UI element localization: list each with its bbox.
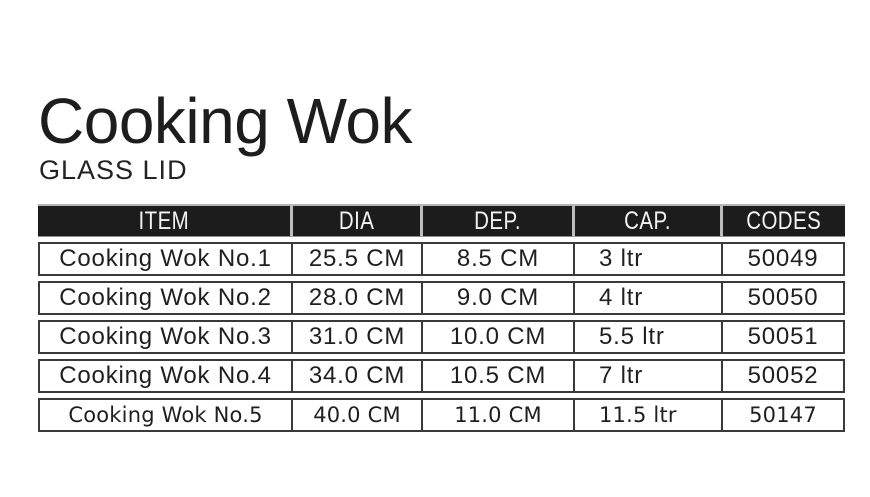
cell-item: Cooking Wok No.2	[38, 281, 293, 316]
cell-code: 50051	[723, 320, 845, 355]
spec-sheet-page: Cooking Wok GLASS LID ITEM DIA DEP. CAP.…	[38, 85, 845, 437]
column-header-cap: CAP.	[575, 204, 723, 238]
column-header-dia-label: DIA	[338, 206, 375, 235]
cell-item: Cooking Wok No.3	[38, 320, 293, 355]
cell-dep: 10.5 CM	[423, 359, 575, 394]
cell-code: 50052	[723, 359, 845, 394]
cell-dia: 40.0 CM	[293, 398, 423, 433]
cell-dep: 8.5 CM	[423, 242, 575, 277]
page-subtitle: GLASS LID	[39, 155, 188, 186]
column-header-item: ITEM	[38, 204, 293, 238]
cell-dia: 25.5 CM	[293, 242, 423, 277]
column-header-codes-label: CODES	[746, 206, 822, 235]
table-header: ITEM DIA DEP. CAP. CODES	[38, 204, 845, 238]
page-title: Cooking Wok	[38, 85, 412, 157]
cell-dia: 31.0 CM	[293, 320, 423, 355]
table-row-wok-3: Cooking Wok No.3 31.0 CM 10.0 CM 5.5 ltr…	[38, 320, 845, 355]
cell-dep: 9.0 CM	[423, 281, 575, 316]
table-row-wok-1: Cooking Wok No.1 25.5 CM 8.5 CM 3 ltr 50…	[38, 242, 845, 277]
column-header-codes: CODES	[723, 204, 845, 238]
cell-cap: 4 ltr	[575, 281, 723, 316]
cell-cap: 5.5 ltr	[575, 320, 723, 355]
column-header-dep: DEP.	[423, 204, 575, 238]
cell-item: Cooking Wok No.5	[38, 398, 293, 433]
table-row-wok-2: Cooking Wok No.2 28.0 CM 9.0 CM 4 ltr 50…	[38, 281, 845, 316]
cell-code: 50049	[723, 242, 845, 277]
cell-cap: 7 ltr	[575, 359, 723, 394]
cell-cap: 11.5 ltr	[575, 398, 723, 433]
column-header-dep-label: DEP.	[474, 206, 521, 235]
column-header-item-label: ITEM	[138, 206, 190, 235]
table-row-wok-5: Cooking Wok No.5 40.0 CM 11.0 CM 11.5 lt…	[38, 398, 845, 433]
table-row-wok-4: Cooking Wok No.4 34.0 CM 10.5 CM 7 ltr 5…	[38, 359, 845, 394]
cell-dia: 34.0 CM	[293, 359, 423, 394]
cell-code: 50147	[723, 398, 845, 433]
column-header-cap-label: CAP.	[624, 206, 671, 235]
cell-dep: 10.0 CM	[423, 320, 575, 355]
spec-table: ITEM DIA DEP. CAP. CODES Cooking Wok No.…	[38, 199, 845, 437]
cell-code: 50050	[723, 281, 845, 316]
cell-dia: 28.0 CM	[293, 281, 423, 316]
cell-dep: 11.0 CM	[423, 398, 575, 433]
cell-item: Cooking Wok No.1	[38, 242, 293, 277]
cell-item: Cooking Wok No.4	[38, 359, 293, 394]
table-header-row: ITEM DIA DEP. CAP. CODES	[38, 204, 845, 238]
cell-cap: 3 ltr	[575, 242, 723, 277]
column-header-dia: DIA	[293, 204, 423, 238]
table-body: Cooking Wok No.1 25.5 CM 8.5 CM 3 ltr 50…	[38, 242, 845, 433]
